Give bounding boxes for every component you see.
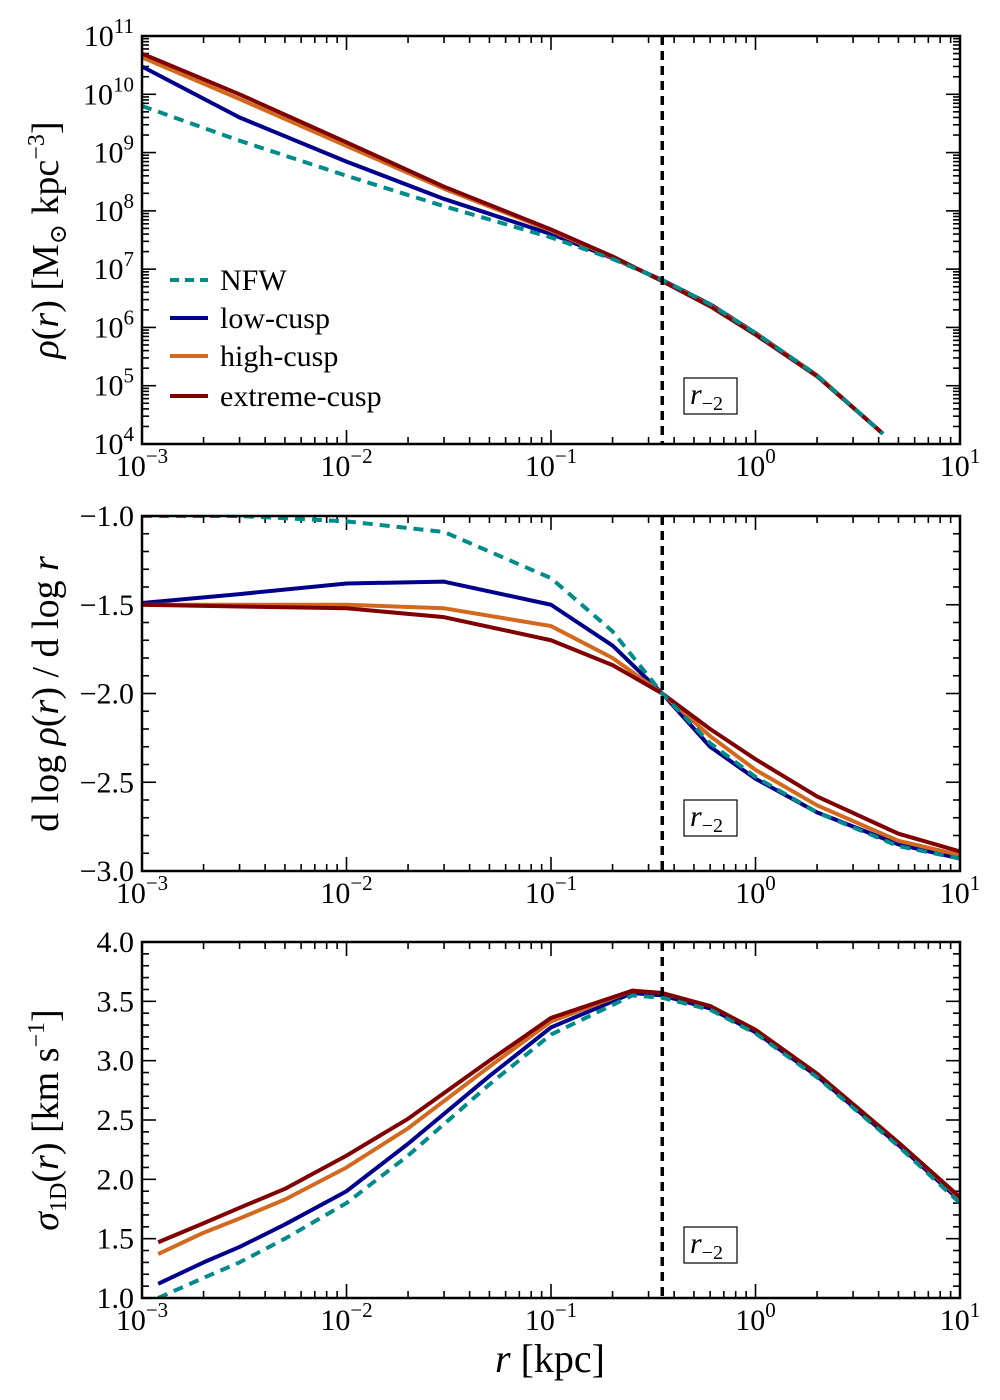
- velocity-y-tick-label: 1.5: [97, 1223, 135, 1256]
- density-x-tick-label: 10−2: [320, 444, 372, 483]
- log-slope-y-tick-label: −3.0: [80, 855, 134, 888]
- log-slope-line-extreme-cusp: [142, 602, 960, 854]
- density-line-low-cusp: [142, 64, 885, 436]
- velocity-y-tick-label: 2.0: [97, 1163, 135, 1196]
- log-slope-y-tick-label: −2.0: [80, 678, 134, 711]
- legend-label-extreme-cusp: extreme-cusp: [220, 380, 382, 413]
- velocity-x-tick-label: 100: [735, 1298, 776, 1337]
- xlabel: r [kpc]: [495, 1336, 605, 1381]
- velocity-y-tick-label: 2.5: [97, 1104, 135, 1137]
- density-panel: 10−3 10−2 10−1 100 101 104 105 106 107 108 109 1010…: [83, 14, 980, 483]
- log-slope-frame: [140, 514, 962, 873]
- log-slope-x-tick-label: 10−1: [525, 871, 577, 910]
- density-x-tick-label: 10−3: [116, 444, 168, 483]
- velocity-line-nfw: [157, 993, 960, 1298]
- svg-text:r−2: r−2: [690, 800, 723, 837]
- log-slope-x-tick-label: 100: [735, 871, 776, 910]
- r-minus-2-label-density: r−2: [683, 377, 738, 415]
- velocity-x-tick-label: 10−3: [116, 1298, 168, 1337]
- density-x-tick-label: 101: [940, 444, 981, 483]
- legend-label-high-cusp: high-cusp: [220, 340, 338, 373]
- velocity-series: [157, 988, 960, 1298]
- velocity-y-tick-label: 3.5: [97, 985, 135, 1018]
- legend: NFW low-cusp high-cusp extreme-cusp: [170, 264, 382, 413]
- log-slope-line-high-cusp: [142, 602, 960, 857]
- log-slope-series: [142, 516, 960, 861]
- log-slope-y-tick-label: −2.5: [80, 766, 134, 799]
- density-y-tick-label: 106: [94, 305, 135, 344]
- log-slope-line-low-cusp: [142, 579, 960, 861]
- r-minus-2-label-velocity: r−2: [683, 1226, 738, 1264]
- legend-label-low-cusp: low-cusp: [220, 302, 330, 335]
- log-slope-panel: 10−3 10−2 10−1 100 101 −3.0 −2.5 −2.0 −1.5 −1.0: [80, 500, 981, 910]
- density-y-tick-label: 1010: [83, 72, 134, 111]
- density-y-tick-label: 108: [94, 189, 135, 228]
- density-frame: [140, 34, 962, 446]
- velocity-dispersion-panel: 10−3 10−2 10−1 100 101 1.0 1.5 2.0 2.5 3.0 3.5 4.0: [97, 926, 981, 1337]
- legend-label-nfw: NFW: [220, 264, 287, 297]
- velocity-frame: [140, 940, 962, 1300]
- velocity-x-tick-label: 10−2: [320, 1298, 372, 1337]
- velocity-y-tick-label: 4.0: [97, 926, 135, 959]
- density-series: [142, 51, 885, 436]
- ylabel-log-slope: d log ρ(r) / d log r: [25, 556, 67, 832]
- density-line-high-cusp: [142, 55, 885, 436]
- log-slope-x-tick-label: 101: [940, 871, 981, 910]
- log-slope-y-tick-label: −1.5: [80, 589, 134, 622]
- density-y-tick-label: 109: [94, 131, 135, 170]
- density-y-tick-label: 105: [94, 364, 135, 403]
- density-y-tick-label: 104: [94, 422, 135, 461]
- density-line-extreme-cusp: [142, 51, 885, 436]
- density-x-tick-label: 10−1: [525, 444, 577, 483]
- density-y-tick-label: 1011: [84, 14, 134, 53]
- density-line-nfw: [142, 104, 885, 436]
- velocity-x-tick-label: 10−1: [525, 1298, 577, 1337]
- log-slope-x-tick-label: 10−2: [320, 871, 372, 910]
- velocity-y-tick-label: 3.0: [97, 1045, 135, 1078]
- svg-text:r−2: r−2: [690, 378, 723, 415]
- ylabel-velocity-dispersion: σ1D(r) [km s−1]: [24, 1009, 72, 1230]
- log-slope-ticks: [141, 515, 961, 872]
- r-minus-2-label-log-slope: r−2: [683, 799, 738, 837]
- svg-text:r−2: r−2: [690, 1227, 723, 1264]
- log-slope-line-nfw: [142, 516, 960, 861]
- velocity-y-tick-label: 1.0: [97, 1282, 135, 1315]
- velocity-line-low-cusp: [157, 991, 960, 1286]
- velocity-line-extreme-cusp: [157, 988, 960, 1245]
- log-slope-y-tick-label: −1.0: [80, 500, 134, 533]
- ylabel-density: ρ(r) [M⊙ kpc−3]: [24, 122, 72, 360]
- log-slope-x-tick-label: 10−3: [116, 871, 168, 910]
- velocity-x-tick-label: 101: [940, 1298, 981, 1337]
- velocity-ticks: [141, 941, 961, 1299]
- density-y-tick-label: 107: [94, 247, 135, 286]
- density-x-tick-label: 100: [735, 444, 776, 483]
